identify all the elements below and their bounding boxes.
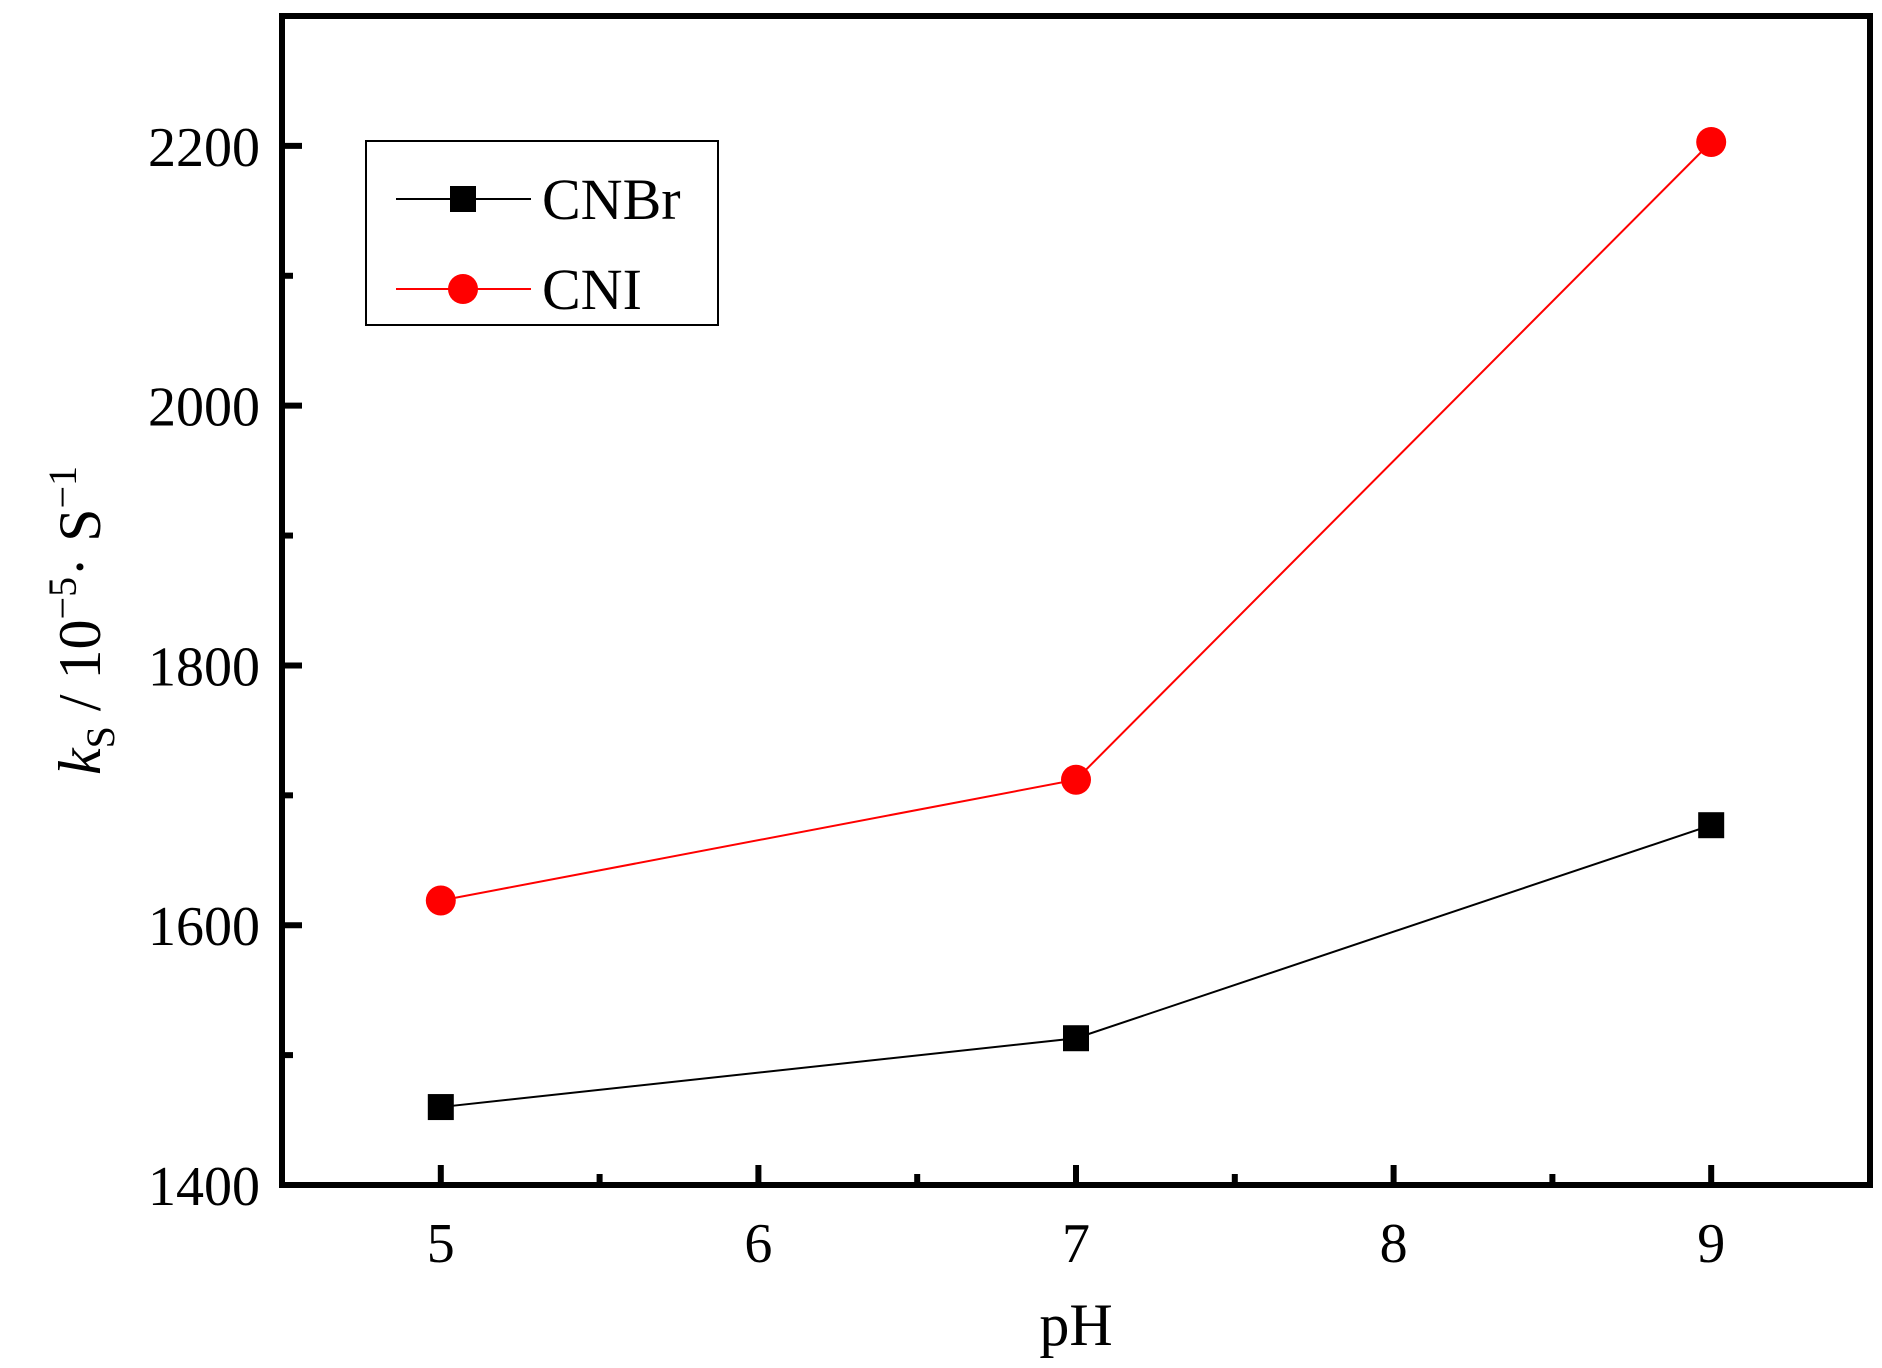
data-point-CNI-9 xyxy=(1696,126,1727,157)
y-tick-label-1800: 1800 xyxy=(148,636,260,698)
x-tick-label-6: 6 xyxy=(744,1213,772,1275)
legend-label-CNBr: CNBr xyxy=(542,167,681,232)
series-line-CNBr xyxy=(440,824,1712,1109)
x-tick-label-8: 8 xyxy=(1380,1213,1408,1275)
y-tick-label-1400: 1400 xyxy=(148,1156,260,1218)
y-tick-label-2200: 2200 xyxy=(148,117,260,179)
x-tick-label-7: 7 xyxy=(1062,1213,1090,1275)
y-title-sup2: −1 xyxy=(40,466,85,509)
legend: CNBr CNI xyxy=(365,140,719,326)
y-title-s: S xyxy=(47,509,113,557)
legend-marker-CNBr xyxy=(450,186,476,212)
y-title-dot: · xyxy=(47,557,113,577)
legend-marker-CNI xyxy=(448,274,478,304)
data-point-CNBr-5 xyxy=(427,1094,454,1121)
legend-label-CNI: CNI xyxy=(542,257,642,322)
plot-layer: 5 6 7 8 9 1400 1600 1800 2000 2200 xyxy=(148,13,1873,1275)
y-axis-title: kS / 10−5· S−1 xyxy=(40,466,123,775)
x-tick-label-5: 5 xyxy=(427,1213,455,1275)
y-tick-label-1600: 1600 xyxy=(148,896,260,958)
x-tick-label-9: 9 xyxy=(1697,1213,1725,1275)
y-tick-label-2000: 2000 xyxy=(148,377,260,439)
data-point-CNI-5 xyxy=(425,885,456,916)
data-point-CNBr-7 xyxy=(1063,1025,1089,1052)
y-title-mid: / 10 xyxy=(47,619,113,726)
x-axis-title: pH xyxy=(1039,1292,1112,1358)
data-point-CNI-7 xyxy=(1061,764,1091,795)
y-title-sub: S xyxy=(78,726,123,748)
data-point-CNBr-9 xyxy=(1698,812,1725,839)
legend-box xyxy=(365,140,719,326)
y-title-sup1: −5 xyxy=(40,577,85,620)
y-title-k: k xyxy=(47,747,113,775)
